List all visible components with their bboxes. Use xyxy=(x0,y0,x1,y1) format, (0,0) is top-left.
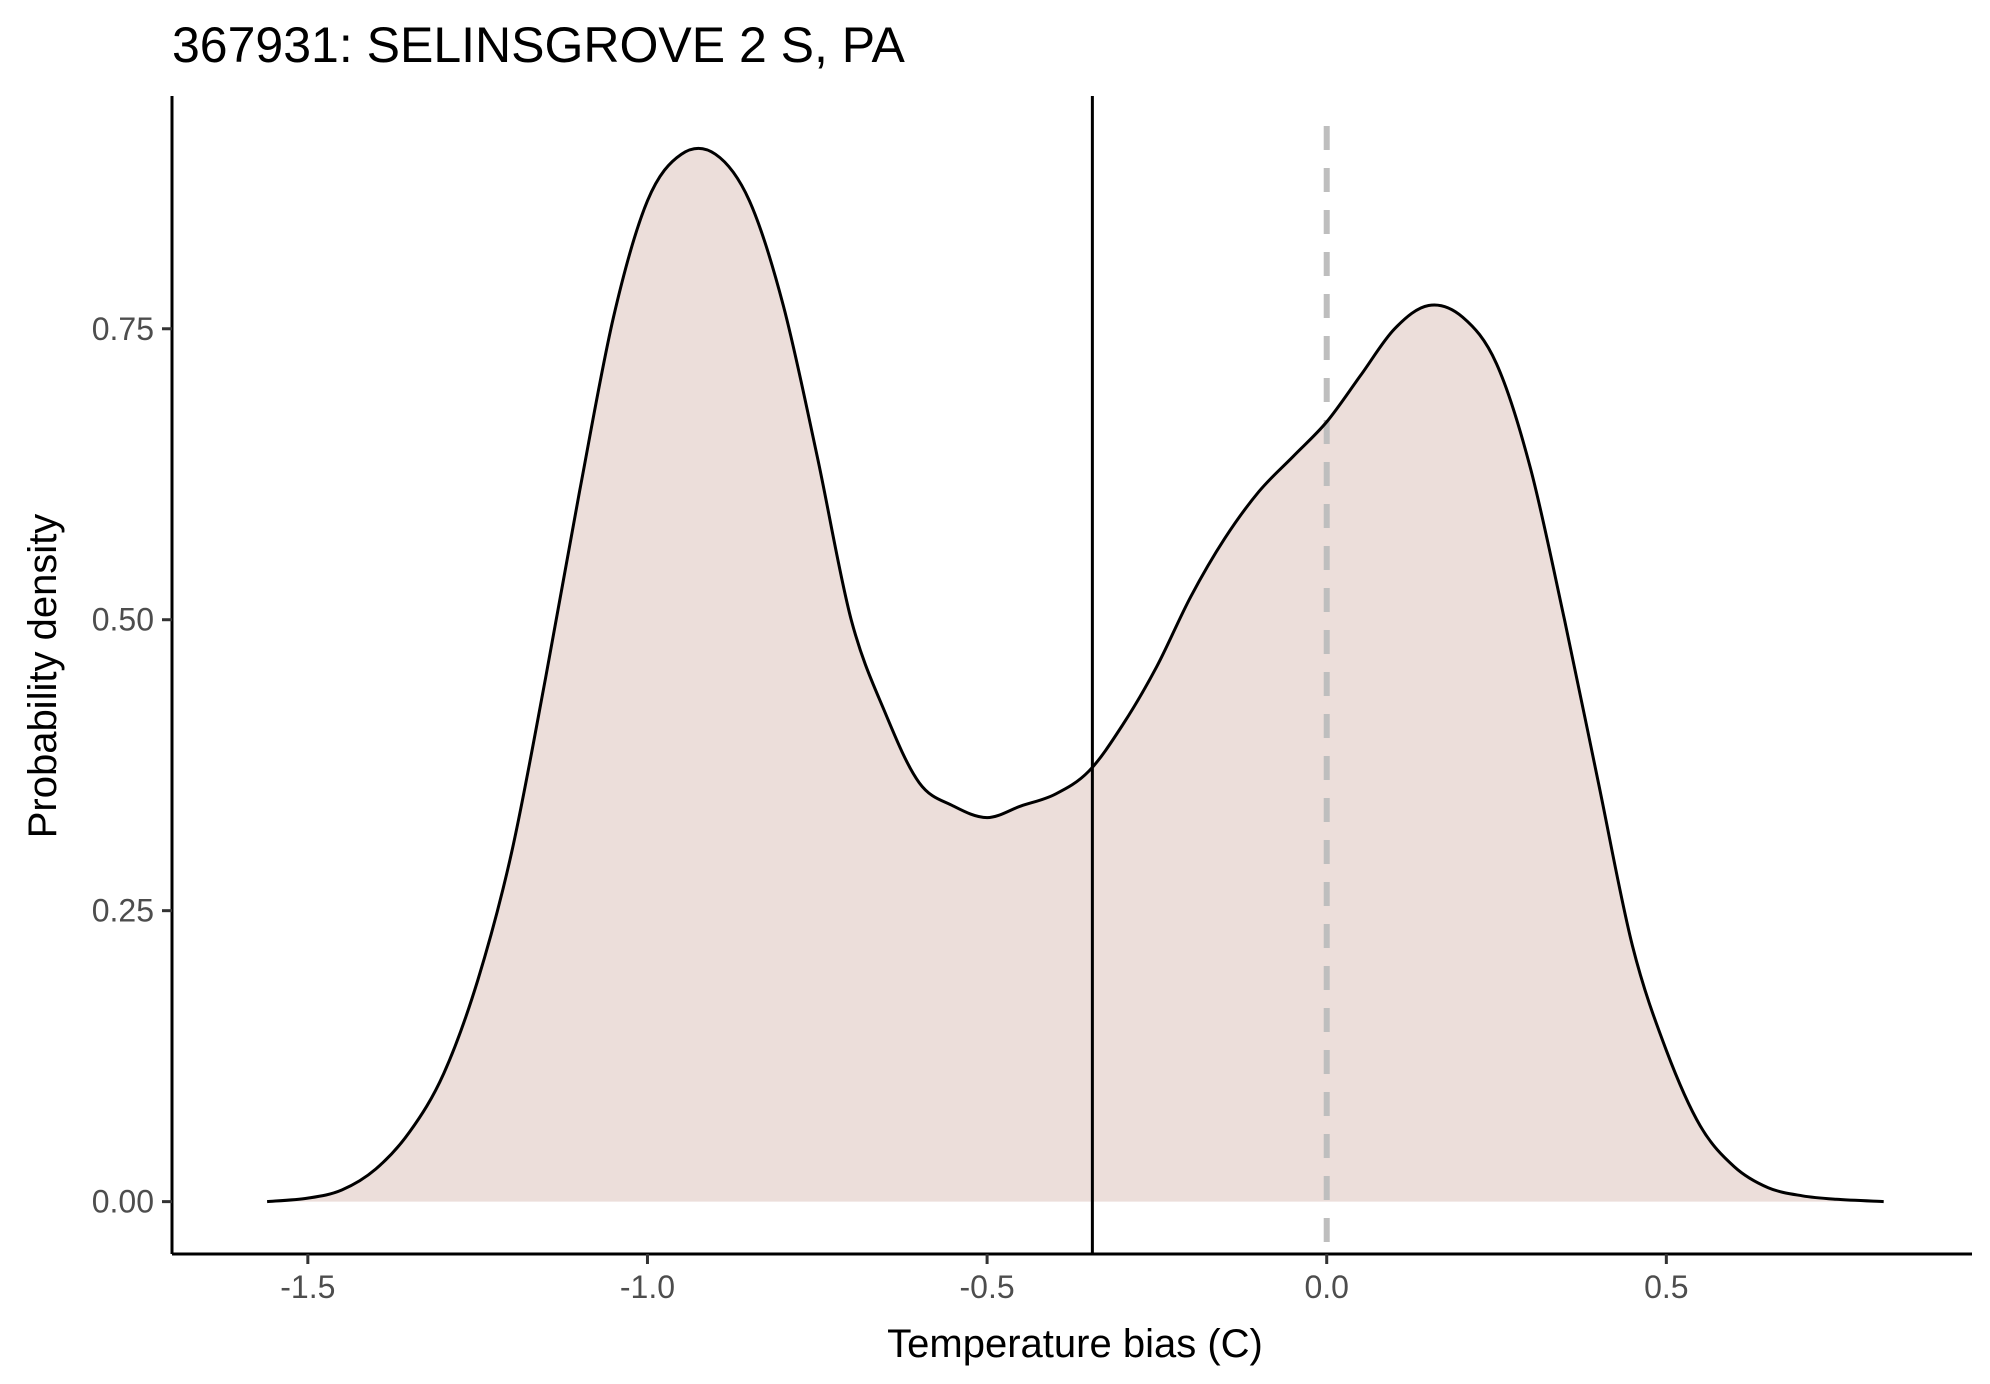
density-area-fill xyxy=(267,148,1884,1202)
x-tick-label: 0.0 xyxy=(1304,1269,1348,1305)
chart-title: 367931: SELINSGROVE 2 S, PA xyxy=(172,17,905,73)
y-tick-label: 0.00 xyxy=(92,1184,154,1220)
x-tick-label: 0.5 xyxy=(1644,1269,1688,1305)
y-tick-label: 0.75 xyxy=(92,311,154,347)
y-tick-label: 0.25 xyxy=(92,893,154,929)
density-curve xyxy=(266,146,1884,1204)
x-axis-title: Temperature bias (C) xyxy=(887,1322,1263,1366)
plot-area xyxy=(266,96,1884,1254)
y-tick-label: 0.50 xyxy=(92,602,154,638)
y-axis-title: Probability density xyxy=(21,514,65,839)
x-tick-label: -1.5 xyxy=(280,1269,335,1305)
axes: -1.5 -1.0 -0.5 0.0 0.5 0.00 0.25 0.50 0.75 xyxy=(92,96,1972,1305)
x-tick-label: -1.0 xyxy=(620,1269,675,1305)
x-tick-label: -0.5 xyxy=(960,1269,1015,1305)
